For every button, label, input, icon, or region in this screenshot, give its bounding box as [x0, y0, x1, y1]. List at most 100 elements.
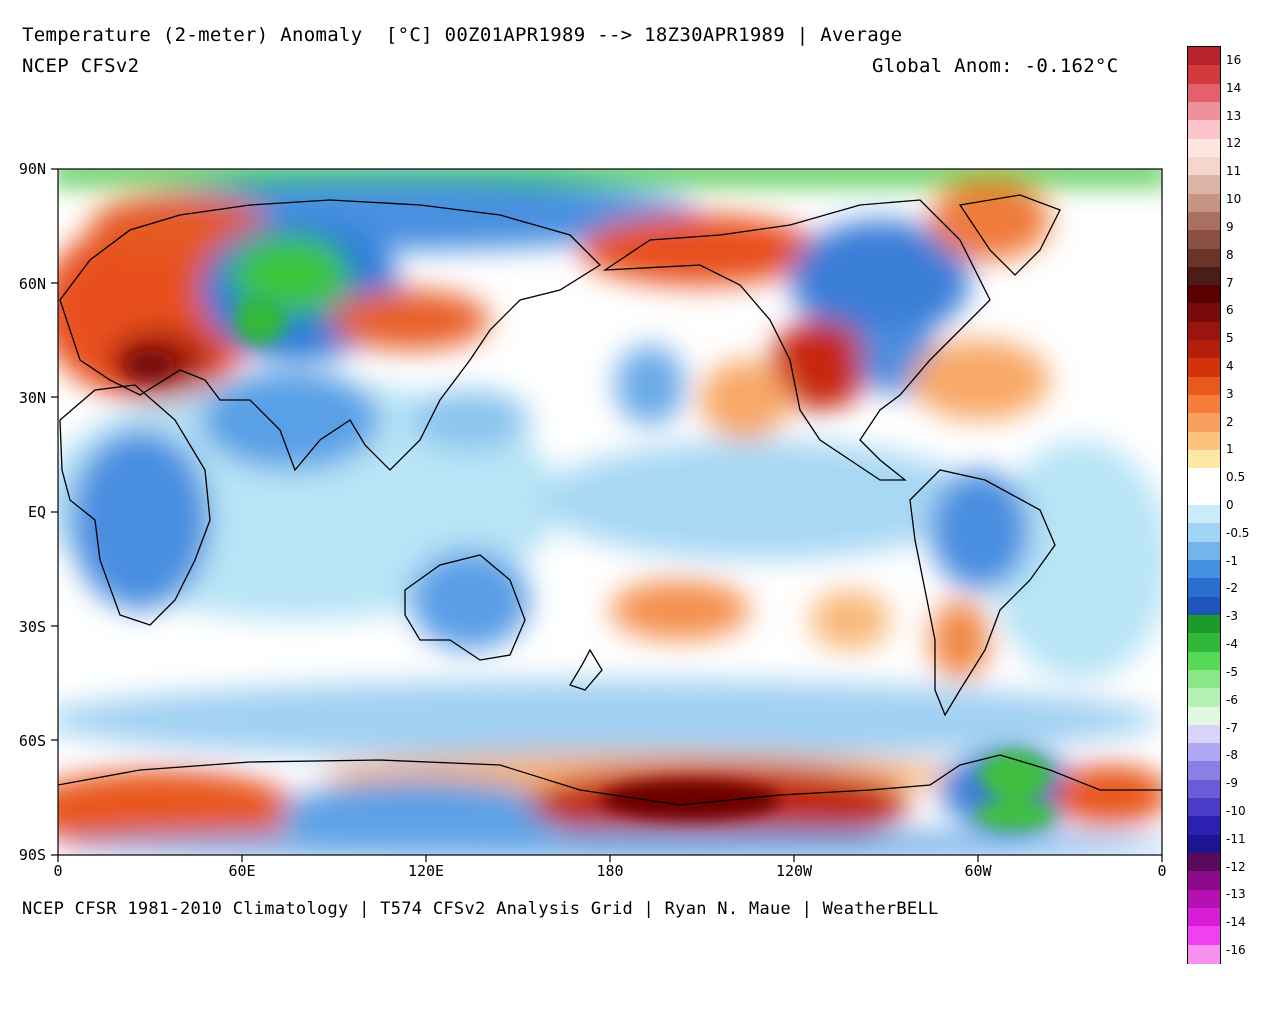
colorbar-label: -16: [1226, 943, 1246, 957]
colorbar-segment: [1188, 834, 1220, 854]
lat-label: 30S: [18, 618, 46, 636]
colorbar-segment: [1188, 211, 1220, 231]
lon-label: 120W: [775, 862, 813, 880]
colorbar-label: 4: [1226, 358, 1234, 373]
colorbar-label: 9: [1226, 219, 1234, 234]
colorbar-label: -14: [1226, 915, 1246, 930]
colorbar-segment: [1188, 120, 1220, 140]
colorbar-label: 16: [1226, 53, 1242, 67]
colorbar-segment: [1188, 505, 1220, 524]
lat-label: 60S: [18, 732, 46, 750]
lat-label: 90N: [18, 160, 46, 178]
colorbar-label: 14: [1226, 80, 1242, 95]
colorbar-segment: [1188, 230, 1220, 250]
footer-credits: NCEP CFSR 1981-2010 Climatology | T574 C…: [22, 899, 939, 919]
colorbar-segment: [1188, 541, 1220, 561]
colorbar-label: 1: [1226, 442, 1234, 457]
colorbar-segment: [1188, 944, 1220, 964]
lon-label: 180: [596, 862, 624, 880]
colorbar-segment: [1188, 578, 1220, 598]
colorbar-label: 13: [1226, 108, 1242, 123]
colorbar-label: -12: [1226, 859, 1246, 874]
colorbar-segment: [1188, 486, 1220, 506]
colorbar-segment: [1188, 138, 1220, 158]
colorbar-segment: [1188, 431, 1220, 451]
colorbar-label: -4: [1226, 637, 1238, 652]
colorbar-label: 3: [1226, 386, 1234, 401]
colorbar-segment: [1188, 156, 1220, 176]
colorbar-segment: [1188, 926, 1220, 946]
colorbar-label: -6: [1226, 692, 1238, 707]
colorbar-segment: [1188, 395, 1220, 414]
colorbar-label: -2: [1226, 581, 1238, 596]
colorbar-label: -8: [1226, 748, 1238, 763]
colorbar-segment: [1188, 193, 1220, 213]
colorbar-label: 10: [1226, 192, 1242, 207]
colorbar-label: -13: [1226, 887, 1246, 902]
colorbar-segment: [1188, 413, 1220, 433]
colorbar-segment: [1188, 798, 1220, 818]
lon-label: 60E: [228, 862, 256, 880]
lon-label: 60W: [964, 862, 992, 880]
colorbar-segment: [1188, 724, 1220, 744]
colorbar-segment: [1188, 468, 1220, 488]
colorbar-segment: [1188, 761, 1220, 781]
lat-label: EQ: [27, 503, 46, 521]
colorbar-segment: [1188, 706, 1220, 726]
colorbar-segment: [1188, 340, 1220, 360]
lat-label: 60N: [18, 275, 46, 293]
colorbar-segment: [1188, 450, 1220, 469]
colorbar-label: 2: [1226, 414, 1234, 429]
lat-label: 30N: [18, 389, 46, 407]
colorbar-segment: [1188, 633, 1220, 653]
colorbar-label: -9: [1226, 776, 1238, 791]
colorbar-segment: [1188, 559, 1220, 579]
colorbar-segment: [1188, 101, 1220, 121]
colorbar-segment: [1188, 376, 1220, 396]
colorbar-segment: [1188, 65, 1220, 85]
colorbar-label: 8: [1226, 247, 1234, 262]
colorbar-label: 5: [1226, 331, 1234, 346]
colorbar-segment: [1188, 358, 1220, 378]
colorbar-segment: [1188, 743, 1220, 763]
lon-label: 120E: [407, 862, 445, 880]
colorbar-label: 0: [1226, 498, 1234, 512]
colorbar-segment: [1188, 175, 1220, 195]
colorbar-label: 6: [1226, 303, 1234, 318]
colorbar-segment: [1188, 614, 1220, 634]
colorbar-label: 11: [1226, 164, 1242, 179]
colorbar-segment: [1188, 669, 1220, 689]
lat-label: 90S: [18, 846, 46, 864]
colorbar-label: 7: [1226, 275, 1234, 290]
colorbar-segment: [1188, 83, 1220, 103]
colorbar-segment: [1188, 853, 1220, 872]
colorbar-label: -11: [1226, 831, 1246, 846]
colorbar-segment: [1188, 47, 1220, 66]
colorbar-label: -7: [1226, 720, 1238, 735]
colorbar-label: -10: [1226, 803, 1246, 818]
anomaly-field: [58, 169, 1162, 855]
colorbar-segment: [1188, 651, 1220, 671]
colorbar-segment: [1188, 816, 1220, 836]
model-name: NCEP CFSv2: [22, 55, 140, 77]
lon-label: 0: [53, 862, 63, 880]
colorbar-segment: [1188, 908, 1220, 927]
colorbar-label: -5: [1226, 664, 1238, 679]
colorbar-segment: [1188, 779, 1220, 799]
colorbar-segment: [1188, 596, 1220, 616]
colorbar-label: 12: [1226, 136, 1242, 151]
colorbar-segment: [1188, 523, 1220, 543]
colorbar-segment: [1188, 688, 1220, 708]
colorbar-segment: [1188, 321, 1220, 341]
colorbar-segment: [1188, 303, 1220, 323]
colorbar-segment: [1188, 889, 1220, 909]
colorbar-label: -0.5: [1226, 525, 1250, 540]
coastlines: [58, 194, 1162, 806]
colorbar-segment: [1188, 266, 1220, 286]
colorbar-label: -3: [1226, 609, 1238, 624]
lon-label: 0: [1157, 862, 1167, 880]
map-title: Temperature (2-meter) Anomaly [°C] 00Z01…: [22, 24, 903, 46]
global-anomaly: Global Anom: -0.162°C: [872, 55, 1119, 77]
colorbar-segment: [1188, 248, 1220, 268]
